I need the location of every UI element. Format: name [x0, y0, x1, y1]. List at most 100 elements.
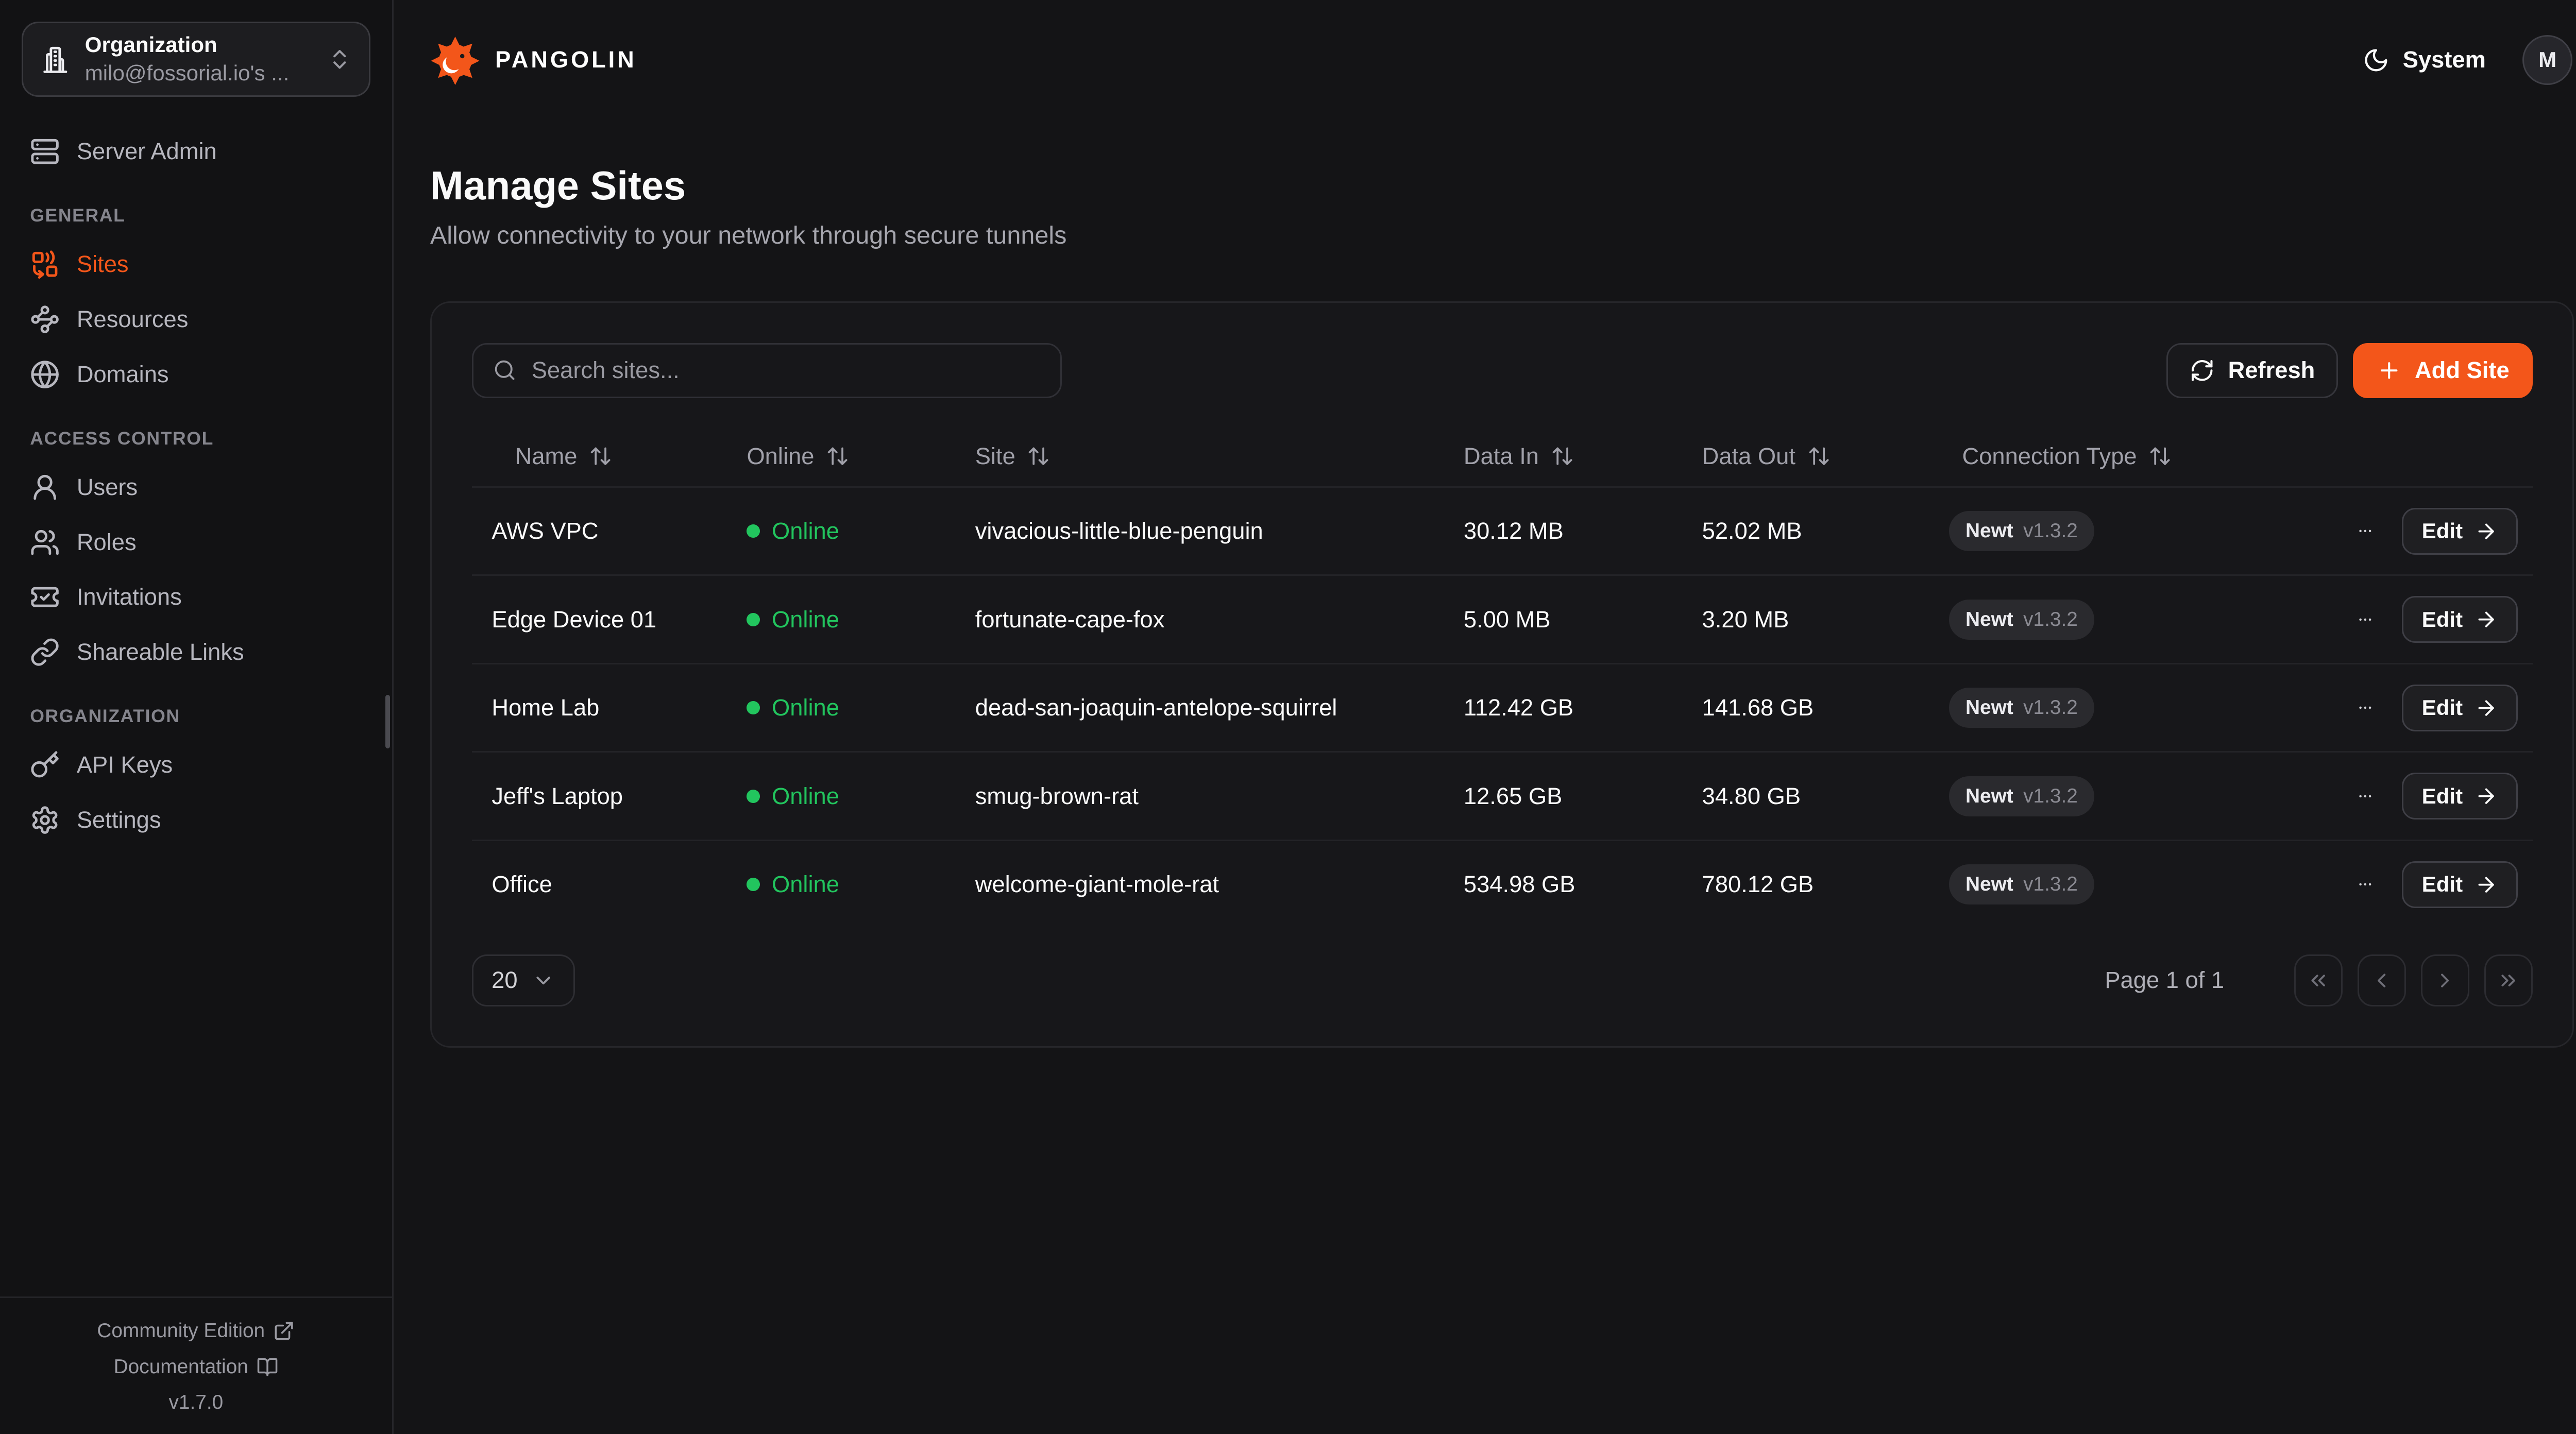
org-value: milo@fossorial.io's ... [84, 60, 290, 85]
chevrons-left-icon [2307, 969, 2330, 992]
sidebar-item-label: Roles [76, 528, 137, 555]
server-icon [30, 136, 60, 166]
row-menu-button[interactable] [2357, 518, 2374, 544]
main-area: PANGOLIN System M Manage Sites Allow con… [394, 0, 2576, 1434]
cell-data-out: 3.20 MB [1702, 606, 1789, 633]
cell-data-out: 141.68 GB [1702, 694, 1814, 721]
table-body: AWS VPC Online vivacious-little-blue-pen… [471, 486, 2533, 928]
plus-icon [2377, 358, 2402, 383]
row-menu-button[interactable] [2357, 606, 2374, 633]
cell-data-out: 34.80 GB [1702, 782, 1801, 809]
refresh-button[interactable]: Refresh [2166, 343, 2338, 398]
arrow-right-icon [2475, 784, 2498, 808]
cell-site: welcome-giant-mole-rat [975, 871, 1219, 898]
ticket-check-icon [30, 582, 60, 612]
edit-button[interactable]: Edit [2402, 684, 2518, 731]
table-footer: 20 Page 1 of 1 [471, 954, 2533, 1006]
row-menu-button[interactable] [2357, 783, 2374, 810]
cell-actions: Edit [2331, 507, 2533, 555]
online-label: Online [771, 518, 839, 544]
topbar: PANGOLIN System M [394, 0, 2576, 120]
theme-toggle[interactable]: System [2363, 46, 2486, 73]
table-row: Home Lab Online dead-san-joaquin-antelop… [471, 662, 2533, 752]
sort-icon [1551, 445, 1574, 468]
cell-actions: Edit [2331, 773, 2533, 820]
column-header-data-in[interactable]: Data In [1437, 443, 1675, 470]
community-edition-link[interactable]: Community Edition [97, 1320, 295, 1342]
sidebar-item-label: Resources [76, 306, 189, 333]
add-site-button[interactable]: Add Site [2353, 343, 2533, 398]
table-header: Name Online Site Data In [472, 426, 2533, 486]
chevron-down-icon [532, 969, 555, 992]
online-dot [747, 878, 760, 892]
sidebar-item-roles[interactable]: Roles [20, 517, 372, 567]
column-header-site[interactable]: Site [948, 443, 1437, 470]
user-avatar[interactable]: M [2522, 35, 2573, 86]
edit-button[interactable]: Edit [2402, 861, 2518, 908]
sort-icon [1027, 445, 1050, 468]
cell-site: dead-san-joaquin-antelope-squirrel [975, 694, 1337, 721]
sidebar-item-sites[interactable]: Sites [20, 240, 372, 289]
cell-data-in: 534.98 GB [1463, 871, 1575, 898]
sidebar-item-label: Shareable Links [76, 639, 244, 665]
connection-type-badge: Newt v1.3.2 [1948, 864, 2095, 905]
edit-button[interactable]: Edit [2402, 507, 2518, 555]
sidebar-item-resources[interactable]: Resources [20, 295, 372, 345]
connection-type-badge: Newt v1.3.2 [1948, 599, 2095, 640]
sidebar: Organization milo@fossorial.io's ... Ser… [0, 0, 394, 1434]
cell-connection-type: Newt v1.3.2 [1936, 776, 2331, 816]
column-header-name[interactable]: Name [472, 443, 720, 470]
sites-toolbar: Refresh Add Site [471, 343, 2533, 398]
chevrons-up-down-icon [327, 47, 352, 72]
column-header-data-out[interactable]: Data Out [1675, 443, 1936, 470]
cell-online: Online [720, 783, 948, 810]
community-edition-label: Community Edition [97, 1319, 265, 1342]
chevron-right-icon [2433, 969, 2456, 992]
sidebar-section-label: ORGANIZATION [30, 705, 180, 726]
sites-card: Refresh Add Site Name Online [430, 301, 2574, 1048]
edit-button[interactable]: Edit [2402, 596, 2518, 643]
cell-online: Online [720, 871, 948, 898]
search-box[interactable] [471, 343, 1062, 398]
theme-label: System [2402, 46, 2486, 73]
sidebar-item-domains[interactable]: Domains [20, 349, 372, 399]
row-menu-button[interactable] [2357, 871, 2374, 898]
documentation-link[interactable]: Documentation [114, 1356, 278, 1378]
combine-icon [30, 249, 60, 279]
page-size-select[interactable]: 20 [471, 954, 575, 1006]
row-menu-button[interactable] [2357, 694, 2374, 721]
sidebar-item-users[interactable]: Users [20, 462, 372, 512]
sort-icon [1807, 445, 1831, 468]
org-switcher[interactable]: Organization milo@fossorial.io's ... [22, 22, 370, 97]
sidebar-item-server-admin[interactable]: Server Admin [20, 127, 372, 177]
sidebar-item-settings[interactable]: Settings [20, 795, 372, 845]
sidebar-item-label: Server Admin [76, 138, 217, 165]
sidebar-item-label: Sites [76, 251, 129, 278]
sidebar-item-label: API Keys [76, 752, 173, 778]
sites-table: Name Online Site Data In [471, 426, 2533, 928]
first-page-button[interactable] [2294, 954, 2343, 1006]
cell-online: Online [720, 518, 948, 544]
sidebar-scrollbar[interactable] [385, 695, 391, 748]
column-header-online[interactable]: Online [720, 443, 948, 470]
cell-data-in: 30.12 MB [1463, 518, 1564, 544]
online-label: Online [771, 782, 839, 809]
last-page-button[interactable] [2484, 954, 2533, 1006]
moon-icon [2363, 47, 2389, 74]
next-page-button[interactable] [2420, 954, 2469, 1006]
search-input[interactable] [531, 357, 1041, 384]
cell-actions: Edit [2331, 684, 2533, 731]
sidebar-item-invitations[interactable]: Invitations [20, 572, 372, 622]
prev-page-button[interactable] [2357, 954, 2406, 1006]
column-header-connection-type[interactable]: Connection Type [1936, 443, 2331, 470]
sidebar-item-shareable-links[interactable]: Shareable Links [20, 627, 372, 677]
edit-button[interactable]: Edit [2402, 773, 2518, 820]
link-icon [30, 637, 60, 667]
cell-name: Edge Device 01 [492, 606, 657, 633]
sidebar-item-api-keys[interactable]: API Keys [20, 740, 372, 790]
search-icon [493, 358, 516, 382]
version-label: v1.7.0 [168, 1391, 224, 1414]
sidebar-nav: Server Admin GENERAL Sites Resources Dom… [0, 97, 392, 850]
sidebar-item-label: Settings [76, 806, 161, 833]
cell-connection-type: Newt v1.3.2 [1936, 864, 2331, 905]
